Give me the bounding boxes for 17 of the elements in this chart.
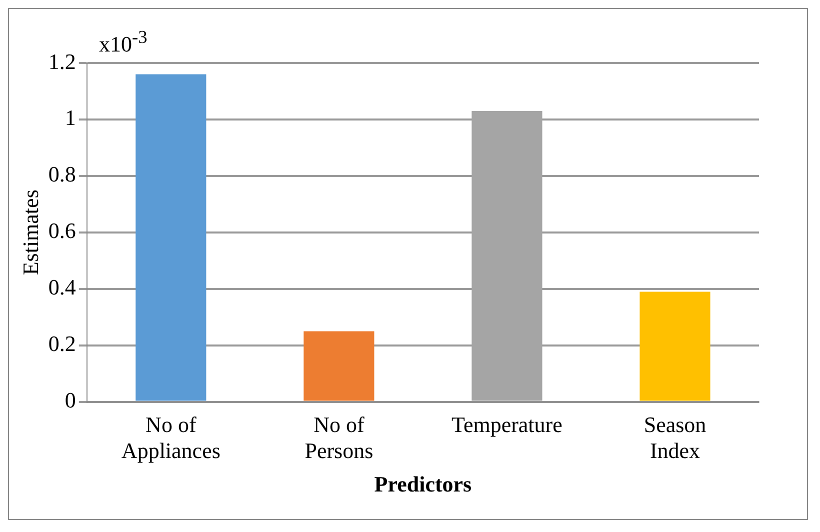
x-tick-label: Temperature [452,412,562,437]
y-tick-label: 0.4 [48,274,76,300]
y-tick-label: 1 [64,105,76,130]
text: x10$^{-3}$ [99,27,148,58]
bar [640,292,710,401]
y-tick-label: 0.6 [48,218,76,244]
y-tick-label: 0 [64,388,76,413]
bar [304,331,374,401]
y-tick-label: 0.2 [48,331,76,356]
x-axis-title: Predictors [374,471,472,496]
y-tick-label: 1.2 [48,48,76,74]
y-axis-title: Estimates [18,190,43,276]
y-tick-label: 0.8 [48,162,76,187]
x-tick-label: Season Index [644,412,706,464]
x-tick-label: No of Appliances [121,412,220,464]
bar [136,74,206,401]
x-tick-label: No of Persons [304,412,374,464]
